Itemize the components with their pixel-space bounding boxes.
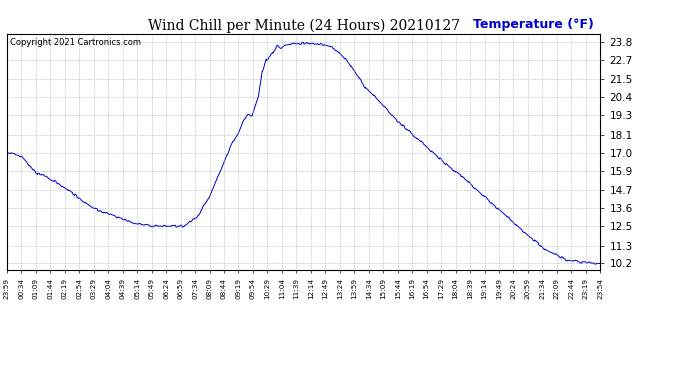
Title: Wind Chill per Minute (24 Hours) 20210127: Wind Chill per Minute (24 Hours) 2021012… xyxy=(148,18,460,33)
Text: Temperature (°F): Temperature (°F) xyxy=(473,18,594,32)
Text: Copyright 2021 Cartronics.com: Copyright 2021 Cartronics.com xyxy=(10,39,141,48)
